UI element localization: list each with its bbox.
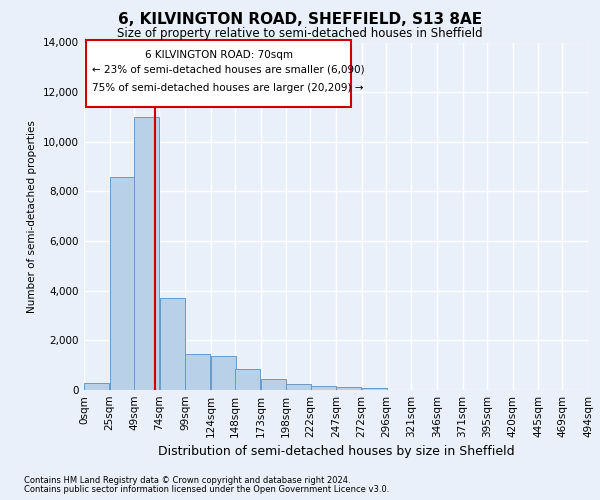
Text: 6 KILVINGTON ROAD: 70sqm: 6 KILVINGTON ROAD: 70sqm (145, 50, 293, 60)
Text: Contains public sector information licensed under the Open Government Licence v3: Contains public sector information licen… (24, 485, 389, 494)
Bar (235, 369, 260, 390)
Bar (286, 384, 311, 390)
Text: Contains HM Land Registry data © Crown copyright and database right 2024.: Contains HM Land Registry data © Crown c… (24, 476, 350, 485)
Y-axis label: Number of semi-detached properties: Number of semi-detached properties (28, 120, 37, 312)
Bar (336, 387, 361, 390)
FancyBboxPatch shape (86, 40, 352, 107)
Bar (84, 382, 109, 390)
Bar (110, 176, 135, 390)
Bar (362, 388, 387, 390)
Bar (134, 117, 159, 390)
Bar (311, 386, 336, 390)
Text: Size of property relative to semi-detached houses in Sheffield: Size of property relative to semi-detach… (117, 28, 483, 40)
Text: ← 23% of semi-detached houses are smaller (6,090): ← 23% of semi-detached houses are smalle… (92, 65, 365, 75)
X-axis label: Distribution of semi-detached houses by size in Sheffield: Distribution of semi-detached houses by … (158, 446, 514, 458)
Bar (160, 298, 185, 390)
Bar (261, 379, 286, 390)
Bar (211, 356, 236, 390)
Text: 6, KILVINGTON ROAD, SHEFFIELD, S13 8AE: 6, KILVINGTON ROAD, SHEFFIELD, S13 8AE (118, 12, 482, 28)
Text: 75% of semi-detached houses are larger (20,209) →: 75% of semi-detached houses are larger (… (92, 84, 364, 94)
Bar (185, 354, 210, 390)
